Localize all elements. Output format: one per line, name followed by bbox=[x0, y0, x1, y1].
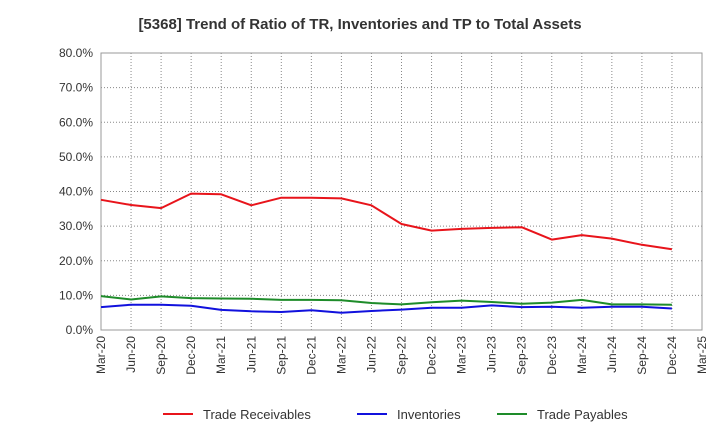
y-tick-label: 80.0% bbox=[59, 46, 93, 60]
y-axis: 0.0% 10.0% 20.0% 30.0% 40.0% 50.0% 60.0% 70.0% 8… bbox=[59, 46, 93, 337]
x-tick-label: Dec-23 bbox=[545, 336, 559, 375]
x-tick-label: Mar-24 bbox=[575, 336, 589, 374]
x-tick-label: Dec-21 bbox=[304, 336, 318, 375]
legend-label-trade-payables: Trade Payables bbox=[537, 407, 628, 422]
y-tick-label: 0.0% bbox=[66, 323, 94, 337]
x-tick-label: Jun-20 bbox=[124, 336, 138, 373]
x-tick-label: Dec-20 bbox=[184, 336, 198, 375]
x-tick-label: Sep-22 bbox=[395, 336, 409, 375]
x-tick-label: Mar-21 bbox=[214, 336, 228, 374]
x-tick-label: Sep-20 bbox=[154, 336, 168, 375]
y-tick-label: 60.0% bbox=[59, 115, 93, 129]
grid bbox=[100, 52, 703, 331]
y-tick-label: 40.0% bbox=[59, 185, 93, 199]
x-tick-label: Sep-23 bbox=[515, 336, 529, 375]
x-axis: Mar-20 Jun-20 Sep-20 Dec-20 Mar-21 Jun-21 Sep-… bbox=[94, 336, 709, 375]
legend-label-inventories: Inventories bbox=[397, 407, 461, 422]
series-line-trade-payables bbox=[100, 295, 672, 306]
y-tick-label: 50.0% bbox=[59, 150, 93, 164]
x-tick-label: Jun-23 bbox=[485, 336, 499, 373]
x-tick-label: Sep-21 bbox=[274, 336, 288, 375]
series bbox=[100, 192, 673, 314]
x-tick-label: Mar-20 bbox=[94, 336, 108, 374]
x-tick-label: Jun-24 bbox=[605, 336, 619, 373]
x-tick-label: Jun-22 bbox=[364, 336, 378, 373]
x-tick-label: Mar-25 bbox=[695, 336, 709, 374]
y-tick-label: 70.0% bbox=[59, 81, 93, 95]
legend-label-trade-receivables: Trade Receivables bbox=[203, 407, 311, 422]
chart-title: [5368] Trend of Ratio of TR, Inventories… bbox=[138, 16, 582, 33]
x-tick-label: Mar-23 bbox=[455, 336, 469, 374]
y-tick-label: 10.0% bbox=[59, 288, 93, 302]
y-tick-label: 30.0% bbox=[59, 219, 93, 233]
x-tick-label: Jun-21 bbox=[244, 336, 258, 373]
legend: Trade Receivables Inventories Trade Payabl… bbox=[163, 407, 628, 422]
x-tick-label: Mar-22 bbox=[334, 336, 348, 374]
x-tick-label: Dec-22 bbox=[425, 336, 439, 375]
plot-area bbox=[100, 52, 703, 331]
y-tick-label: 20.0% bbox=[59, 254, 93, 268]
series-line-trade-receivables bbox=[100, 192, 673, 251]
x-tick-label: Dec-24 bbox=[665, 336, 679, 375]
series-line-inventories bbox=[100, 303, 672, 314]
x-tick-label: Sep-24 bbox=[635, 336, 649, 375]
